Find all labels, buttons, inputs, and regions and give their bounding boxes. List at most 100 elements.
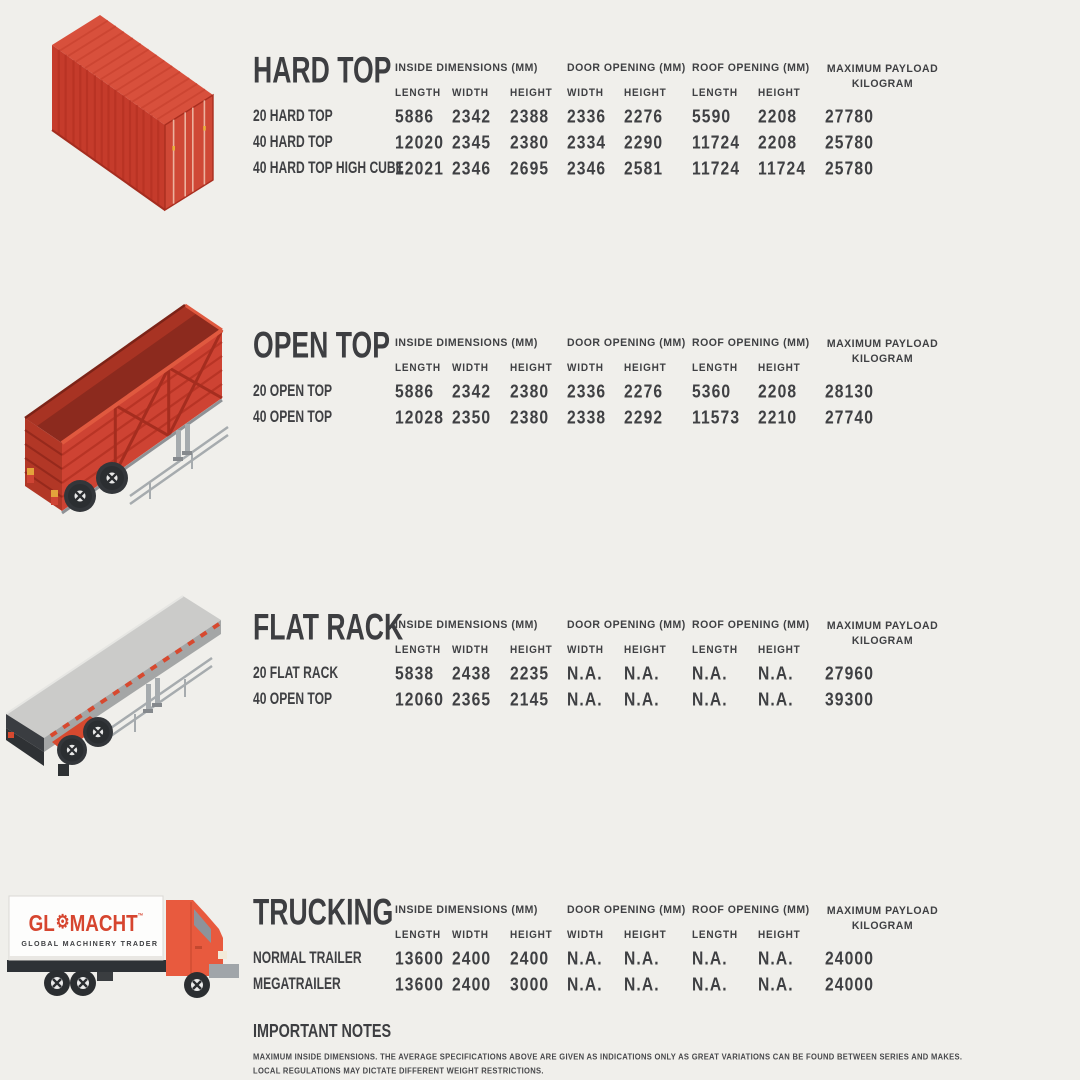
value-cell: 2336 [567, 381, 607, 402]
value-cell: 11724 [758, 158, 807, 179]
truck-wheels [44, 970, 210, 998]
value-cell: N.A. [567, 974, 603, 995]
column-group-header: ROOF OPENING (MM) [692, 618, 810, 632]
value-cell: N.A. [758, 689, 794, 710]
value-cell: 2208 [758, 106, 798, 127]
column-subheader: LENGTH [395, 87, 441, 100]
value-cell: 3000 [510, 974, 550, 995]
important-notes: IMPORTANT NOTES MAXIMUM INSIDE DIMENSION… [253, 1020, 973, 1077]
value-cell: 2400 [510, 948, 550, 969]
value-cell: N.A. [567, 663, 603, 684]
value-cell: N.A. [758, 948, 794, 969]
hard-top-container-graphic [51, 15, 214, 212]
value-cell: 2695 [510, 158, 550, 179]
hard-top-container-illustration [18, 8, 238, 213]
gear-icon: ⚙ [55, 912, 70, 933]
value-cell: 2342 [452, 381, 492, 402]
row-label: 40 OPEN TOP [253, 690, 333, 709]
section-flat-rack: FLAT RACK INSIDE DIMENSIONS (MM) DOOR OPEN… [253, 607, 953, 713]
row-label: 20 HARD TOP [253, 107, 333, 126]
value-cell: N.A. [567, 689, 603, 710]
payload-value: 25780 [825, 158, 875, 179]
value-cell: 2336 [567, 106, 607, 127]
truck-cab [166, 900, 223, 976]
spec-table: INSIDE DIMENSIONS (MM) DOOR OPENING (MM) R… [253, 896, 953, 998]
column-group-header: ROOF OPENING (MM) [692, 903, 810, 917]
value-cell: 11724 [692, 132, 741, 153]
column-subheader: HEIGHT [624, 87, 667, 100]
column-group-header: INSIDE DIMENSIONS (MM) [395, 618, 538, 632]
value-cell: 2290 [624, 132, 664, 153]
value-cell: 12021 [395, 158, 445, 179]
column-subheader: LENGTH [395, 644, 441, 657]
column-group-header: DOOR OPENING (MM) [567, 336, 686, 350]
payload-header-line1: MAXIMUM PAYLOAD [826, 337, 939, 351]
value-cell: 5360 [692, 381, 732, 402]
column-subheader: LENGTH [692, 362, 738, 375]
value-cell: 11573 [692, 407, 741, 428]
value-cell: 11724 [692, 158, 741, 179]
row-label: 20 FLAT RACK [253, 664, 339, 683]
value-cell: N.A. [624, 689, 660, 710]
value-cell: 5838 [395, 663, 435, 684]
column-subheader: LENGTH [692, 929, 738, 942]
flat-rack-trailer-illustration [0, 592, 258, 792]
value-cell: 2208 [758, 381, 798, 402]
value-cell: N.A. [692, 974, 728, 995]
column-subheader: HEIGHT [510, 644, 553, 657]
payload-value: 28130 [825, 381, 875, 402]
glomacht-wordmark: GL ⚙ MACHT ™ [29, 912, 144, 935]
value-cell: 12060 [395, 689, 445, 710]
value-cell: 2292 [624, 407, 664, 428]
row-label: 40 OPEN TOP [253, 408, 333, 427]
open-top-trailer-illustration [0, 300, 250, 525]
flat-rack-trailer-graphic [5, 595, 221, 776]
value-cell: 12020 [395, 132, 445, 153]
row-label: 40 HARD TOP [253, 133, 333, 152]
value-cell: 2350 [452, 407, 492, 428]
payload-value: 27740 [825, 407, 875, 428]
trailer-wheels [57, 717, 113, 765]
column-subheader: WIDTH [452, 87, 489, 100]
value-cell: 2145 [510, 689, 550, 710]
value-cell: 13600 [395, 974, 445, 995]
value-cell: N.A. [692, 689, 728, 710]
value-cell: N.A. [624, 974, 660, 995]
value-cell: N.A. [758, 974, 794, 995]
payload-value: 39300 [825, 689, 875, 710]
glomacht-logo: GL ⚙ MACHT ™ GLOBAL MACHINERY TRADER [18, 912, 157, 949]
value-cell: 2334 [567, 132, 607, 153]
column-subheader: HEIGHT [510, 362, 553, 375]
value-cell: 2400 [452, 948, 492, 969]
value-cell: 13600 [395, 948, 445, 969]
value-cell: 2346 [452, 158, 492, 179]
value-cell: 12028 [395, 407, 445, 428]
column-group-header: ROOF OPENING (MM) [692, 61, 810, 75]
section-title: OPEN TOP [253, 325, 390, 366]
column-group-header-payload: MAXIMUM PAYLOAD KILOGRAM [825, 329, 940, 382]
column-group-header: ROOF OPENING (MM) [692, 336, 810, 350]
value-cell: 2346 [567, 158, 607, 179]
column-subheader: WIDTH [452, 362, 489, 375]
glomacht-truck-graphic [7, 895, 239, 998]
section-title: TRUCKING [253, 892, 394, 933]
row-label: NORMAL TRAILER [253, 949, 362, 968]
spec-table: INSIDE DIMENSIONS (MM) DOOR OPENING (MM) R… [253, 611, 953, 713]
section-hard-top: HARD TOP INSIDE DIMENSIONS (MM) DOOR OPENI… [253, 50, 953, 182]
column-subheader: HEIGHT [624, 362, 667, 375]
glomacht-truck-illustration [5, 888, 240, 1008]
value-cell: 2365 [452, 689, 492, 710]
payload-value: 25780 [825, 132, 875, 153]
value-cell: 5886 [395, 381, 435, 402]
row-label: 20 OPEN TOP [253, 382, 333, 401]
landing-legs [173, 424, 192, 461]
value-cell: 2345 [452, 132, 492, 153]
cab-window [194, 909, 211, 943]
spec-table: INSIDE DIMENSIONS (MM) DOOR OPENING (MM) R… [253, 329, 953, 431]
note-line: MAXIMUM INSIDE DIMENSIONS. THE AVERAGE S… [253, 1052, 963, 1062]
column-subheader: HEIGHT [758, 362, 801, 375]
column-subheader: HEIGHT [758, 644, 801, 657]
column-subheader: WIDTH [567, 644, 604, 657]
value-cell: 2400 [452, 974, 492, 995]
